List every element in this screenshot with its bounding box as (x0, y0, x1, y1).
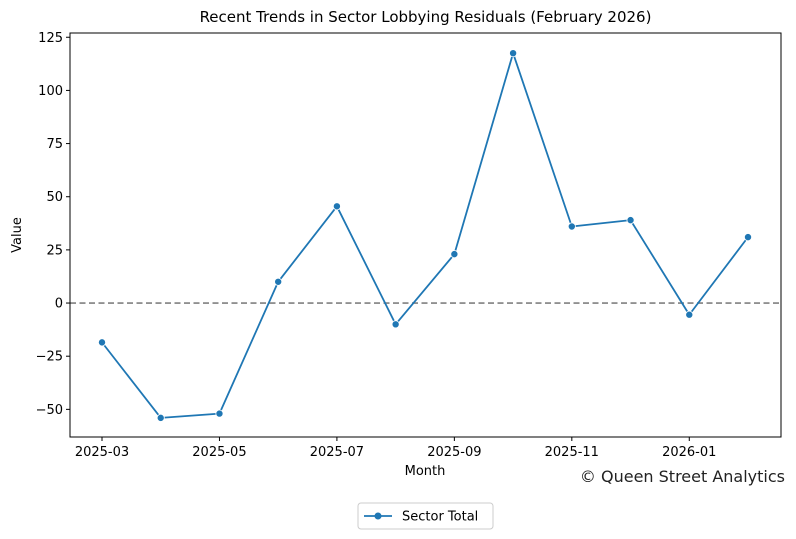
data-point (98, 338, 107, 347)
data-point (567, 222, 576, 231)
x-tick-label: 2026-01 (662, 445, 716, 460)
data-point (274, 277, 283, 286)
legend: Sector Total (357, 502, 494, 530)
data-point (332, 202, 341, 211)
y-tick-label: 0 (55, 297, 63, 312)
y-tick-label: 125 (38, 31, 63, 46)
series-layer (98, 49, 753, 422)
legend-marker (374, 512, 382, 520)
chart-title: Recent Trends in Sector Lobbying Residua… (200, 8, 652, 26)
legend-box (357, 502, 494, 530)
y-tick-label: −25 (36, 350, 63, 365)
y-tick-label: 75 (46, 137, 63, 152)
x-axis-label: Month (405, 464, 446, 479)
data-point (509, 49, 518, 58)
data-point (685, 310, 694, 319)
copyright-annotation: © Queen Street Analytics (580, 467, 785, 486)
x-tick-label: 2025-07 (310, 445, 364, 460)
data-point (215, 409, 224, 418)
y-tick-label: 50 (46, 190, 63, 205)
y-axis-ticks: −50 −25 0 25 50 75 100 125 (36, 31, 70, 418)
data-point (450, 250, 459, 259)
y-tick-label: 25 (46, 243, 63, 258)
x-tick-label: 2025-09 (427, 445, 481, 460)
x-tick-label: 2025-03 (75, 445, 129, 460)
data-point (744, 233, 753, 242)
plot-area-frame (69, 32, 782, 438)
x-tick-label: 2025-11 (545, 445, 599, 460)
data-point (391, 320, 400, 329)
data-point (156, 413, 165, 422)
legend-label-sector-total: Sector Total (402, 510, 478, 525)
y-axis-label: Value (10, 217, 25, 253)
y-tick-label: −50 (36, 403, 63, 418)
series-line-sector-total (101, 52, 749, 419)
y-tick-label: 100 (38, 84, 63, 99)
x-tick-label: 2025-05 (192, 445, 246, 460)
data-point (626, 216, 635, 225)
x-axis-ticks: 2025-03 2025-05 2025-07 2025-09 2025-11 2026-… (75, 437, 716, 460)
